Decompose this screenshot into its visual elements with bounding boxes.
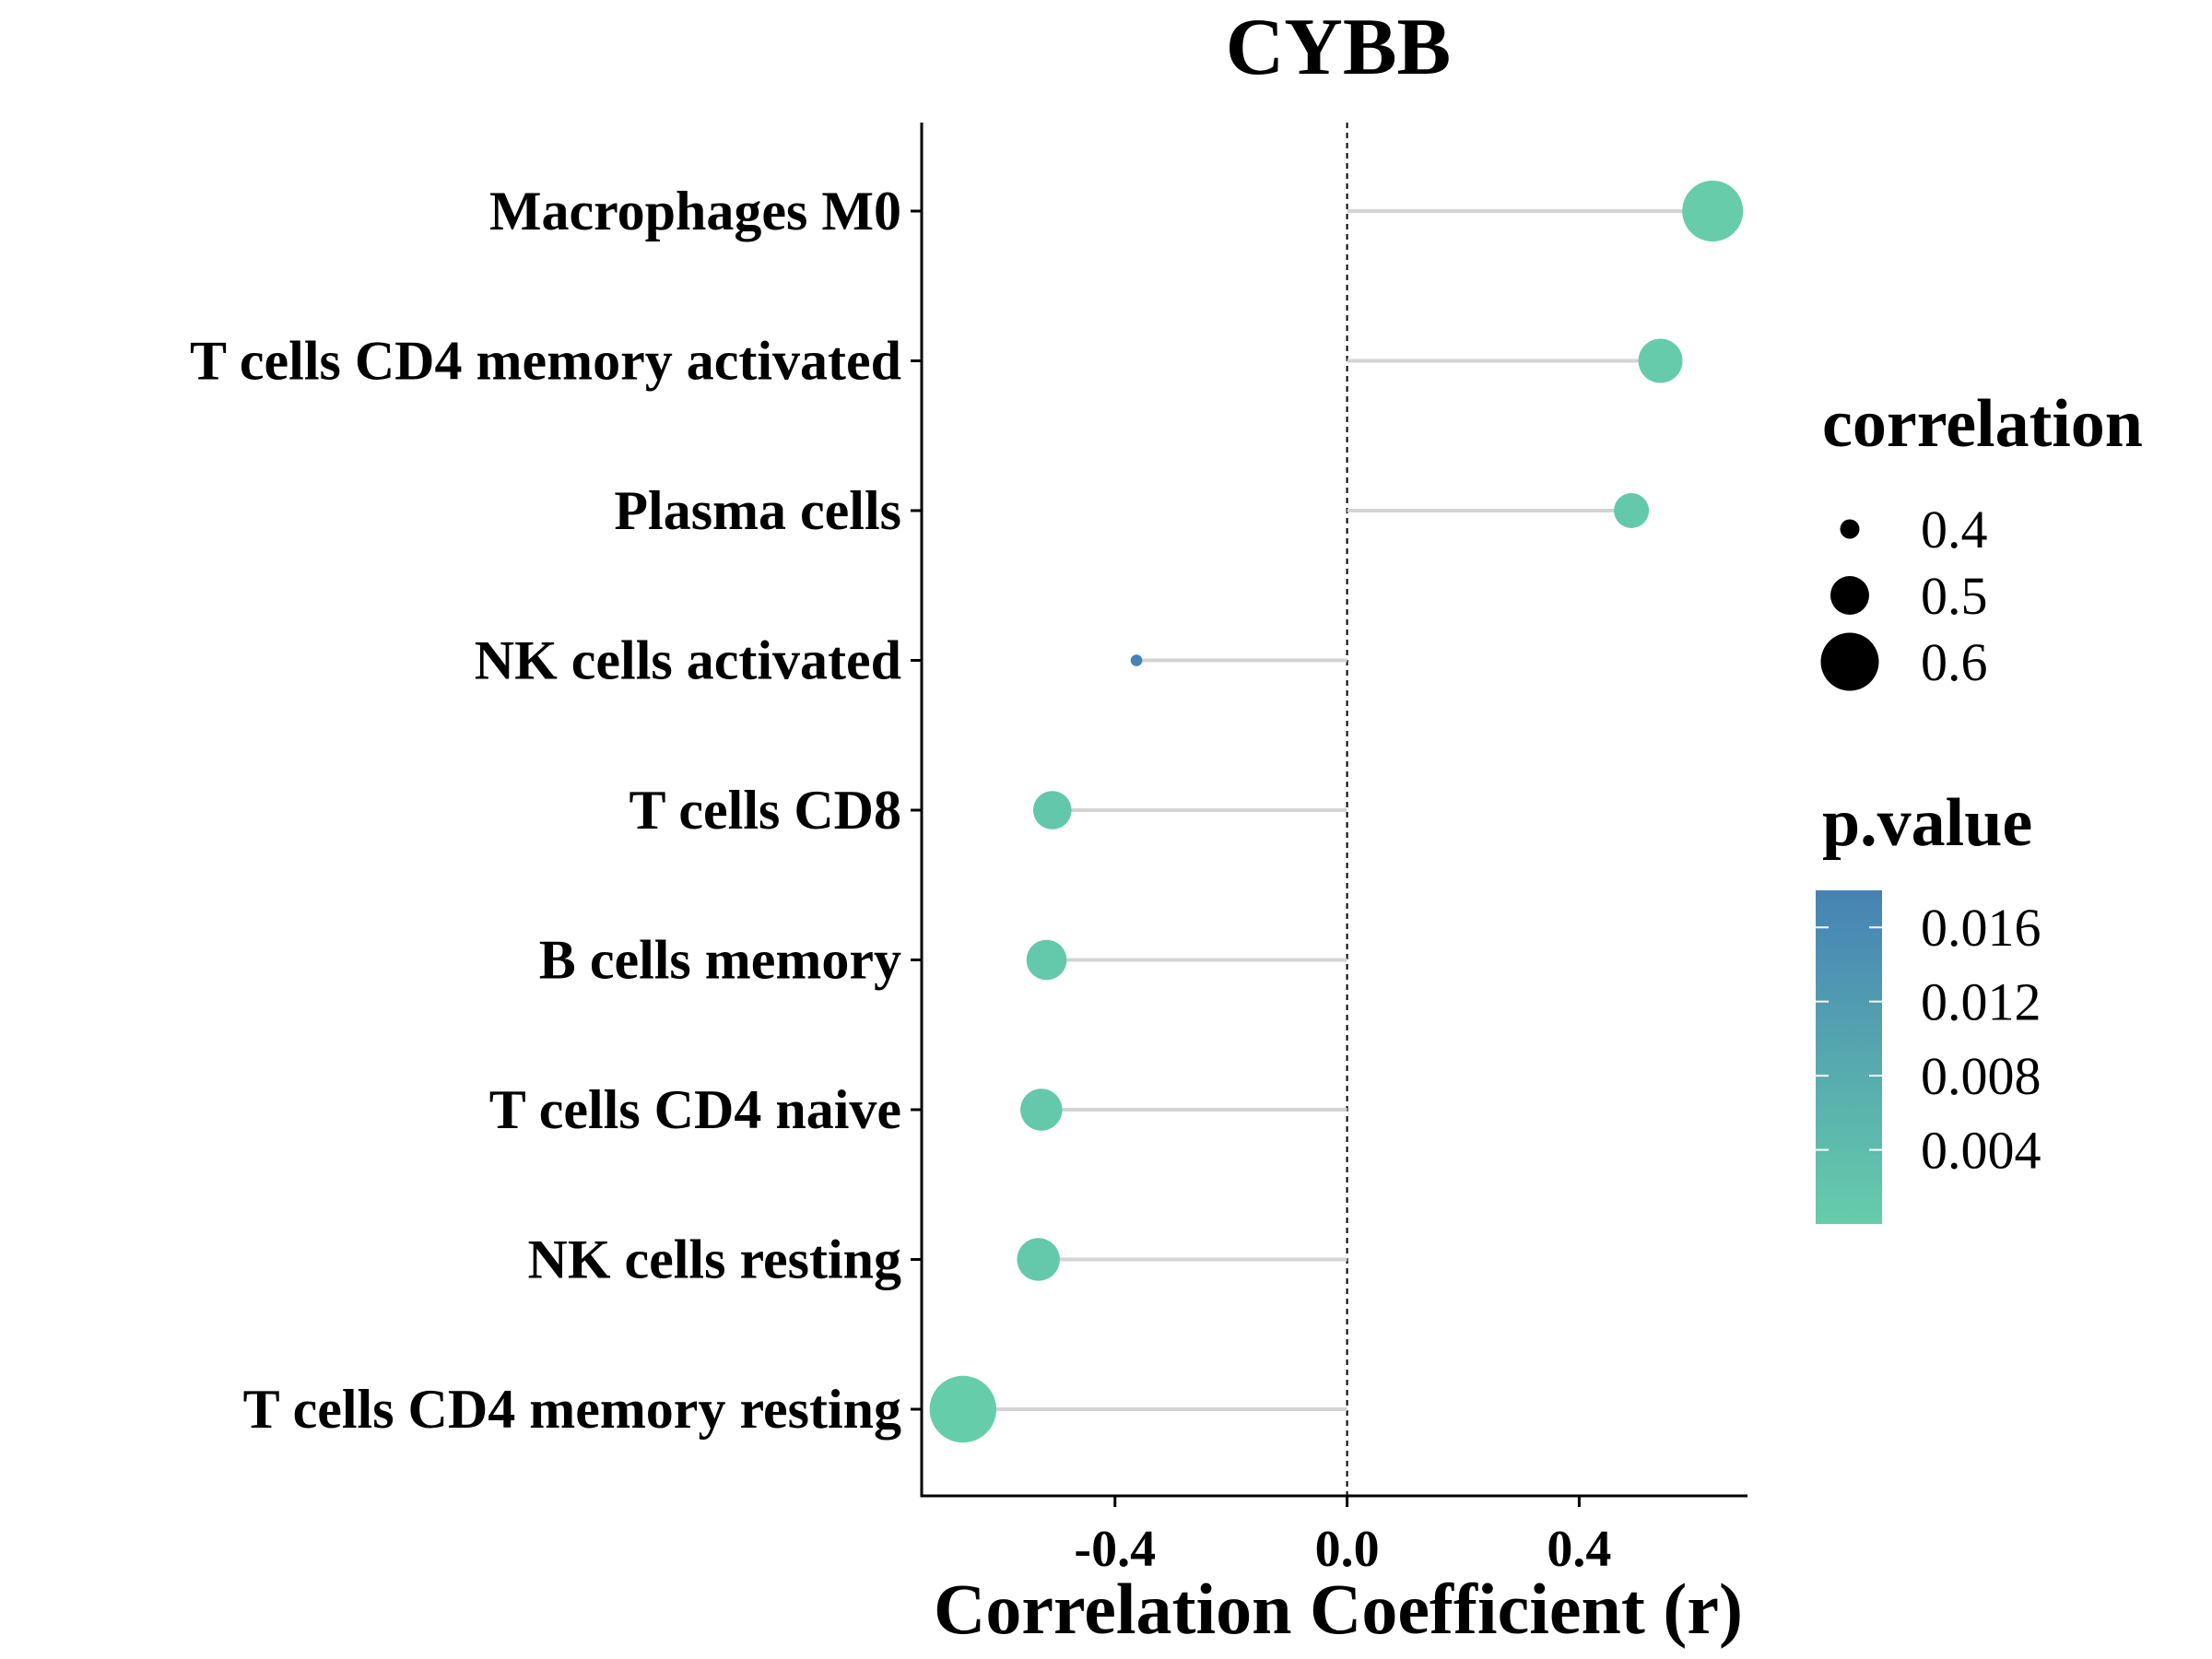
lollipop-point bbox=[929, 1375, 997, 1443]
colorbar-label: 0.004 bbox=[1921, 1121, 2041, 1181]
x-tick-label: 0.0 bbox=[1315, 1521, 1380, 1578]
lollipop-point bbox=[1682, 181, 1744, 241]
plot-area bbox=[929, 123, 1744, 1496]
size-legend-key bbox=[1830, 576, 1869, 615]
x-tick-label: -0.4 bbox=[1074, 1521, 1156, 1578]
lollipop-point bbox=[1026, 939, 1067, 981]
size-legend-title: correlation bbox=[1822, 386, 2143, 462]
size-legend-label: 0.6 bbox=[1921, 632, 1988, 692]
y-tick-label: T cells CD4 memory activated bbox=[190, 331, 901, 392]
lollipop-point bbox=[1638, 338, 1683, 383]
y-tick-label: Plasma cells bbox=[614, 480, 901, 541]
y-tick-label: T cells CD8 bbox=[629, 780, 901, 841]
colorbar-label: 0.012 bbox=[1921, 972, 2041, 1032]
color-legend: p.value 0.016 0.012 0.008 0.004 bbox=[1816, 785, 2041, 1224]
size-legend-label: 0.5 bbox=[1921, 566, 1988, 626]
y-tick-label: NK cells activated bbox=[475, 630, 901, 691]
lollipop-point bbox=[1032, 791, 1072, 830]
y-tick-label: Macrophages M0 bbox=[489, 181, 901, 241]
x-tick-label: 0.4 bbox=[1547, 1521, 1611, 1578]
y-tick-label: T cells CD4 memory resting bbox=[243, 1379, 901, 1440]
size-legend-key bbox=[1820, 632, 1879, 691]
p-value-colorbar bbox=[1816, 890, 1882, 1224]
lollipop-point bbox=[1614, 493, 1650, 528]
lollipop-point bbox=[1020, 1088, 1063, 1131]
size-legend-key bbox=[1840, 519, 1860, 539]
x-axis-title: Correlation Coefficient (r) bbox=[934, 1569, 1743, 1649]
axes: Macrophages M0 T cells CD4 memory activat… bbox=[190, 123, 1747, 1578]
colorbar-label: 0.016 bbox=[1921, 898, 2041, 958]
lollipop-point bbox=[1017, 1238, 1060, 1281]
size-legend-label: 0.4 bbox=[1921, 500, 1988, 559]
color-legend-title: p.value bbox=[1822, 785, 2032, 861]
y-tick-label: B cells memory bbox=[539, 930, 901, 991]
y-tick-label: T cells CD4 naive bbox=[489, 1079, 901, 1140]
colorbar-label: 0.008 bbox=[1921, 1046, 2041, 1106]
size-legend: correlation 0.4 0.50.6 bbox=[1820, 386, 2143, 692]
lollipop-point bbox=[1130, 654, 1143, 666]
chart-title: CYBB bbox=[1226, 3, 1452, 92]
y-tick-label: NK cells resting bbox=[528, 1230, 902, 1290]
